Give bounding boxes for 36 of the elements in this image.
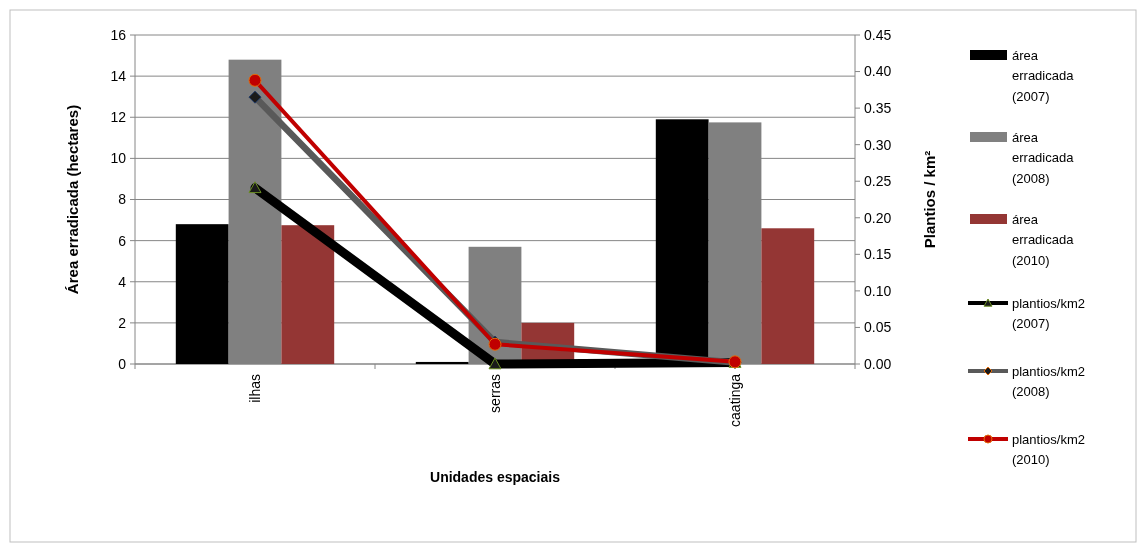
- x-tick-label: caatinga: [727, 373, 743, 427]
- y2-tick-label: 0.15: [864, 246, 892, 263]
- bar: [281, 225, 335, 364]
- y2-tick-label: 0.45: [864, 26, 892, 43]
- y2-tick-label: 0.05: [864, 319, 892, 336]
- y-tick-label: 0: [118, 355, 127, 372]
- y-tick-label: 16: [110, 26, 127, 43]
- y-tick-label: 2: [118, 314, 127, 331]
- legend-label: área erradicada (2008): [1012, 129, 1075, 187]
- y-tick-label: 12: [110, 109, 127, 126]
- legend-label: plantios/km2 (2010): [1012, 431, 1085, 468]
- y2-tick-label: 0.40: [864, 63, 892, 80]
- y-axis-title: Área erradicada (hectares): [64, 104, 81, 295]
- legend-label: área erradicada (2010): [1012, 211, 1075, 269]
- legend-label: plantios/km2 (2008): [1012, 363, 1085, 400]
- bar: [175, 224, 229, 364]
- y2-axis-title: Plantios / km²: [921, 150, 938, 249]
- legend-label: área erradicada (2007): [1012, 47, 1075, 105]
- y2-tick-label: 0.10: [864, 282, 892, 299]
- x-axis-title: Unidades espaciais: [430, 469, 561, 485]
- y-tick-label: 14: [110, 68, 127, 85]
- point: [248, 73, 262, 87]
- x-tick-label: ilhas: [247, 374, 263, 403]
- y-tick-label: 8: [118, 191, 127, 208]
- legend-label: plantios/km2 (2007): [1012, 295, 1085, 332]
- y2-tick-label: 0.35: [864, 100, 892, 117]
- y2-tick-label: 0.20: [864, 209, 892, 226]
- y-tick-label: 6: [118, 232, 127, 249]
- y2-tick-label: 0.00: [864, 355, 892, 372]
- x-tick-label: serras: [487, 374, 503, 413]
- bar: [415, 361, 469, 364]
- y2-tick-label: 0.25: [864, 173, 892, 190]
- bar: [761, 228, 815, 364]
- y2-tick-label: 0.30: [864, 136, 892, 153]
- y-tick-label: 4: [118, 273, 127, 290]
- y-tick-label: 10: [110, 150, 127, 167]
